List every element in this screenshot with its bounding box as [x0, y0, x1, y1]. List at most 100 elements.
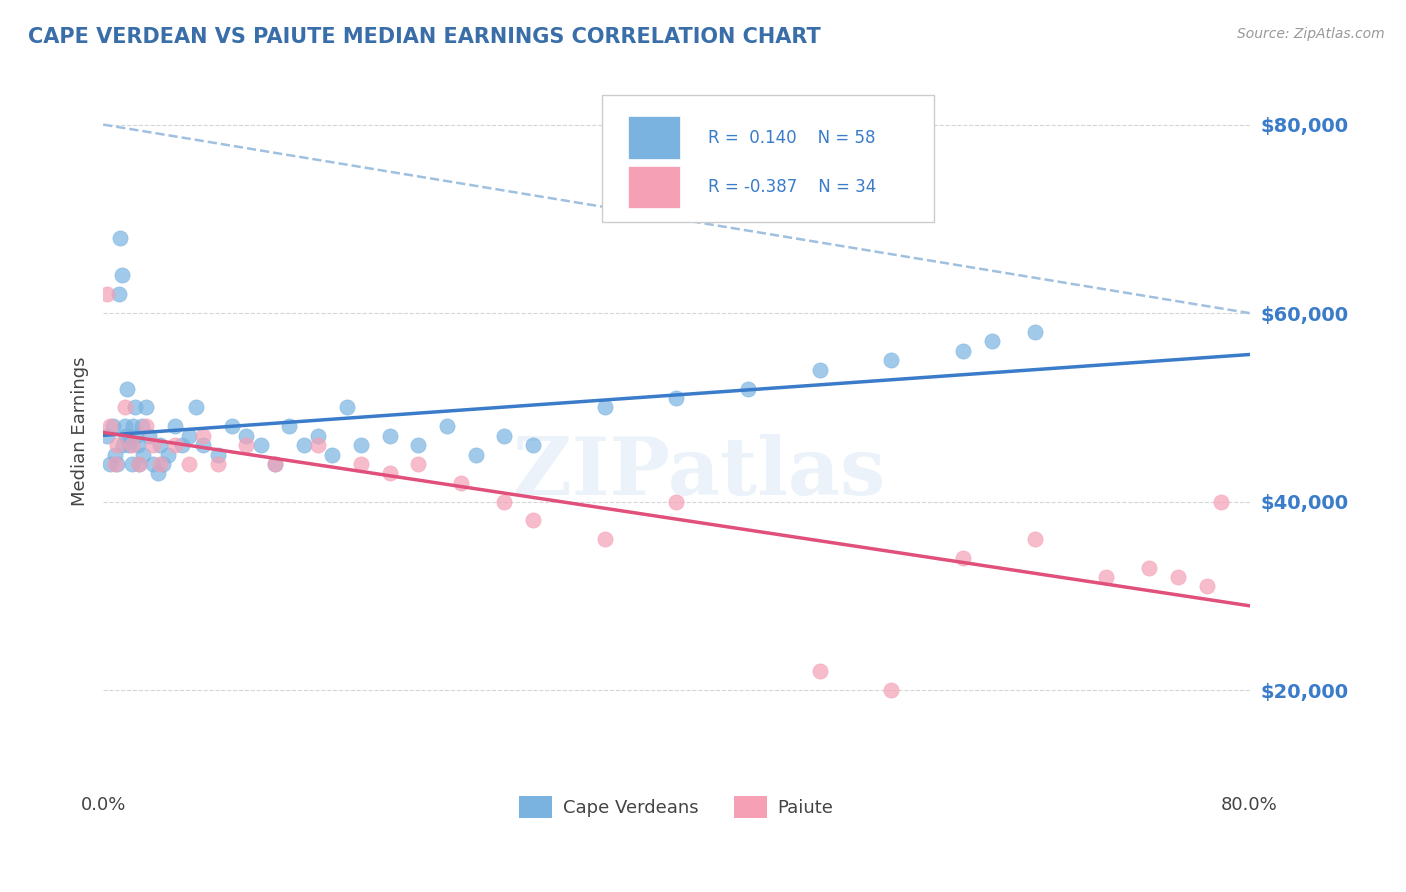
Point [131, 419, 153, 434]
Point [408, 457, 430, 471]
Y-axis label: Median Earnings: Median Earnings [72, 356, 89, 506]
Point [350, 438, 373, 452]
Point [952, 551, 974, 566]
FancyBboxPatch shape [628, 116, 679, 159]
Point [880, 683, 903, 698]
Point [336, 401, 359, 415]
FancyBboxPatch shape [628, 166, 679, 208]
Legend: Cape Verdeans, Paiute: Cape Verdeans, Paiute [512, 789, 841, 825]
Point [186, 401, 208, 415]
Point [96, 428, 118, 442]
Point [307, 428, 329, 442]
Point [436, 419, 458, 434]
Point [450, 475, 472, 490]
Point [378, 428, 401, 442]
Text: Source: ZipAtlas.com: Source: ZipAtlas.com [1237, 27, 1385, 41]
Point [124, 401, 146, 415]
Point [156, 448, 179, 462]
Point [170, 438, 193, 452]
Text: R =  0.140    N = 58: R = 0.140 N = 58 [709, 128, 876, 146]
Point [264, 457, 287, 471]
Point [1195, 579, 1218, 593]
Point [278, 419, 301, 434]
Point [121, 438, 143, 452]
Point [163, 438, 186, 452]
Point [1095, 570, 1118, 584]
FancyBboxPatch shape [602, 95, 935, 222]
Point [179, 457, 201, 471]
Point [110, 230, 132, 244]
Point [665, 494, 688, 508]
Point [96, 287, 118, 301]
Point [980, 334, 1002, 349]
Point [104, 448, 127, 462]
Point [117, 382, 139, 396]
Point [98, 419, 121, 434]
Point [111, 268, 134, 283]
Point [221, 419, 243, 434]
Point [264, 457, 287, 471]
Point [115, 428, 138, 442]
Point [522, 438, 544, 452]
Point [132, 448, 155, 462]
Point [138, 428, 160, 442]
Point [207, 457, 229, 471]
Point [142, 457, 165, 471]
Point [107, 457, 129, 471]
Point [593, 533, 616, 547]
Text: R = -0.387    N = 34: R = -0.387 N = 34 [709, 178, 877, 196]
Point [249, 438, 271, 452]
Text: ZIPatlas: ZIPatlas [513, 434, 886, 512]
Point [235, 428, 257, 442]
Point [135, 401, 157, 415]
Point [494, 428, 516, 442]
Point [121, 457, 143, 471]
Point [128, 457, 150, 471]
Point [880, 353, 903, 368]
Point [1209, 494, 1232, 508]
Text: CAPE VERDEAN VS PAIUTE MEDIAN EARNINGS CORRELATION CHART: CAPE VERDEAN VS PAIUTE MEDIAN EARNINGS C… [28, 27, 821, 46]
Point [179, 428, 201, 442]
Point [207, 448, 229, 462]
Point [122, 419, 145, 434]
Point [104, 457, 127, 471]
Point [135, 419, 157, 434]
Point [808, 362, 831, 376]
Point [114, 401, 136, 415]
Point [464, 448, 486, 462]
Point [522, 514, 544, 528]
Point [108, 287, 131, 301]
Point [127, 438, 149, 452]
Point [128, 457, 150, 471]
Point [593, 401, 616, 415]
Point [163, 419, 186, 434]
Point [665, 391, 688, 405]
Point [146, 467, 169, 481]
Point [952, 343, 974, 358]
Point [152, 457, 174, 471]
Point [808, 665, 831, 679]
Point [235, 438, 257, 452]
Point [1167, 570, 1189, 584]
Point [98, 457, 121, 471]
Point [107, 438, 129, 452]
Point [350, 457, 373, 471]
Point [292, 438, 315, 452]
Point [1024, 533, 1046, 547]
Point [408, 438, 430, 452]
Point [737, 382, 759, 396]
Point [378, 467, 401, 481]
Point [118, 438, 141, 452]
Point [114, 419, 136, 434]
Point [193, 428, 215, 442]
Point [125, 428, 148, 442]
Point [1137, 560, 1160, 574]
Point [1024, 325, 1046, 339]
Point [112, 438, 135, 452]
Point [101, 419, 124, 434]
Point [307, 438, 329, 452]
Point [321, 448, 343, 462]
Point [142, 438, 165, 452]
Point [149, 457, 172, 471]
Point [193, 438, 215, 452]
